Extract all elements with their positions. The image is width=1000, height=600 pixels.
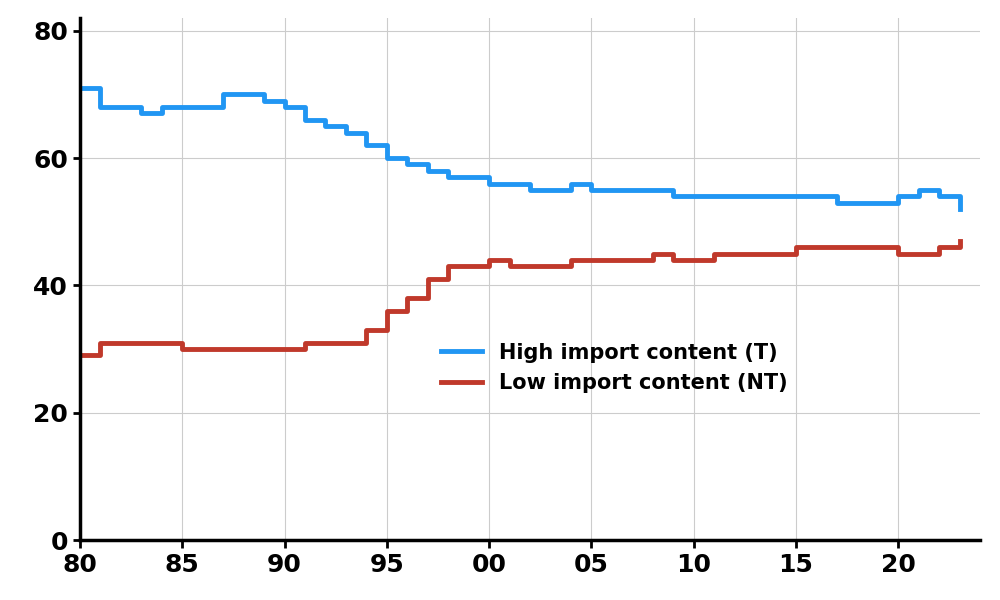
Low import content (NT) <box>769 250 781 257</box>
Low import content (NT) <box>913 250 925 257</box>
Low import content (NT) <box>749 250 761 257</box>
Low import content (NT) <box>606 256 618 263</box>
High import content (T) <box>647 186 659 193</box>
Low import content (NT) <box>688 256 700 263</box>
Low import content (NT) <box>381 307 393 314</box>
Low import content (NT) <box>544 263 556 270</box>
Low import content (NT) <box>238 346 250 353</box>
High import content (T) <box>340 129 352 136</box>
Low import content (NT) <box>74 352 86 359</box>
Low import content (NT) <box>647 250 659 257</box>
High import content (T) <box>74 85 86 92</box>
High import content (T) <box>626 186 638 193</box>
High import content (T) <box>483 180 495 187</box>
Low import content (NT) <box>176 346 188 353</box>
High import content (T) <box>238 91 250 98</box>
High import content (T) <box>360 142 372 149</box>
High import content (T) <box>381 154 393 161</box>
High import content (T) <box>524 186 536 193</box>
Low import content (NT) <box>892 250 904 257</box>
Low import content (NT) <box>156 339 168 346</box>
Low import content (NT) <box>279 346 291 353</box>
Low import content (NT) <box>299 339 311 346</box>
High import content (T) <box>197 104 209 111</box>
Low import content (NT) <box>851 244 863 251</box>
Low import content (NT) <box>524 263 536 270</box>
Low import content (NT) <box>197 346 209 353</box>
Low import content (NT) <box>94 339 106 346</box>
High import content (T) <box>708 193 720 200</box>
Low import content (NT) <box>442 263 454 270</box>
Low import content (NT) <box>831 244 843 251</box>
High import content (T) <box>135 110 147 117</box>
Low import content (NT) <box>872 244 884 251</box>
High import content (T) <box>872 199 884 206</box>
High import content (T) <box>810 193 822 200</box>
Low import content (NT) <box>667 256 679 263</box>
Low import content (NT) <box>626 256 638 263</box>
High import content (T) <box>606 186 618 193</box>
High import content (T) <box>688 193 700 200</box>
Low import content (NT) <box>933 244 945 251</box>
Low import content (NT) <box>790 244 802 251</box>
High import content (T) <box>258 97 270 104</box>
Low import content (NT) <box>135 339 147 346</box>
High import content (T) <box>892 193 904 200</box>
Legend: High import content (T), Low import content (NT): High import content (T), Low import cont… <box>432 334 796 401</box>
Low import content (NT) <box>319 339 331 346</box>
High import content (T) <box>585 186 597 193</box>
High import content (T) <box>565 180 577 187</box>
High import content (T) <box>115 104 127 111</box>
High import content (T) <box>831 199 843 206</box>
High import content (T) <box>422 167 434 175</box>
High import content (T) <box>442 173 454 181</box>
Line: High import content (T): High import content (T) <box>80 88 960 209</box>
High import content (T) <box>729 193 741 200</box>
Low import content (NT) <box>585 256 597 263</box>
Low import content (NT) <box>504 263 516 270</box>
Low import content (NT) <box>954 237 966 244</box>
Low import content (NT) <box>565 256 577 263</box>
High import content (T) <box>319 122 331 130</box>
Low import content (NT) <box>422 275 434 283</box>
High import content (T) <box>504 180 516 187</box>
High import content (T) <box>954 205 966 212</box>
High import content (T) <box>156 104 168 111</box>
Low import content (NT) <box>463 263 475 270</box>
Low import content (NT) <box>729 250 741 257</box>
Low import content (NT) <box>401 295 413 302</box>
Low import content (NT) <box>340 339 352 346</box>
High import content (T) <box>749 193 761 200</box>
High import content (T) <box>769 193 781 200</box>
High import content (T) <box>544 186 556 193</box>
Low import content (NT) <box>258 346 270 353</box>
Low import content (NT) <box>217 346 229 353</box>
High import content (T) <box>217 91 229 98</box>
Low import content (NT) <box>483 256 495 263</box>
High import content (T) <box>299 116 311 124</box>
High import content (T) <box>933 193 945 200</box>
Low import content (NT) <box>115 339 127 346</box>
High import content (T) <box>463 173 475 181</box>
Low import content (NT) <box>810 244 822 251</box>
High import content (T) <box>790 193 802 200</box>
High import content (T) <box>401 161 413 168</box>
High import content (T) <box>94 104 106 111</box>
High import content (T) <box>176 104 188 111</box>
High import content (T) <box>851 199 863 206</box>
High import content (T) <box>913 186 925 193</box>
Low import content (NT) <box>360 326 372 334</box>
High import content (T) <box>667 193 679 200</box>
Low import content (NT) <box>708 250 720 257</box>
High import content (T) <box>279 104 291 111</box>
Line: Low import content (NT): Low import content (NT) <box>80 241 960 355</box>
